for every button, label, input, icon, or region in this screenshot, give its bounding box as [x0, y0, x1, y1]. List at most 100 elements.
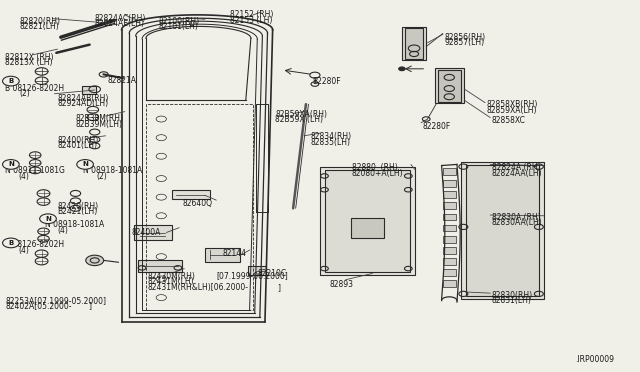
Text: 82280F: 82280F: [422, 122, 451, 131]
Text: 82B39M(LH): 82B39M(LH): [76, 120, 122, 129]
Text: .IRP00009: .IRP00009: [575, 355, 614, 364]
Text: 82812X (RH): 82812X (RH): [5, 53, 54, 62]
Bar: [443, 191, 456, 198]
Bar: [172, 190, 210, 199]
Text: 82880  (RH): 82880 (RH): [352, 163, 397, 172]
Text: N 08918-1081A: N 08918-1081A: [45, 220, 104, 229]
Text: 82834(RH): 82834(RH): [310, 132, 351, 141]
Text: [07.1999-06.2000]: [07.1999-06.2000]: [216, 272, 288, 280]
Text: 82830A (RH): 82830A (RH): [492, 213, 540, 222]
Text: 82153 (LH): 82153 (LH): [230, 16, 273, 25]
Text: N 08911-1081G: N 08911-1081G: [5, 166, 65, 175]
Text: B 08126-8202H: B 08126-8202H: [5, 84, 64, 93]
Bar: [443, 236, 456, 243]
Text: 82144: 82144: [223, 249, 246, 258]
Text: (4): (4): [58, 226, 68, 235]
Bar: [461, 162, 544, 299]
Text: (4): (4): [18, 172, 29, 181]
Text: 82400A: 82400A: [131, 228, 161, 237]
Text: N: N: [45, 216, 51, 222]
Bar: [134, 225, 172, 240]
Bar: [443, 269, 456, 276]
Text: B 08126-8202H: B 08126-8202H: [5, 240, 64, 249]
Text: 82820(RH): 82820(RH): [19, 17, 60, 26]
Bar: [325, 170, 410, 272]
Circle shape: [77, 160, 93, 169]
Text: 82431M(LH): 82431M(LH): [147, 277, 194, 286]
Bar: [443, 225, 456, 231]
Bar: [443, 247, 456, 254]
Text: B2280F: B2280F: [312, 77, 341, 86]
Text: 82859XA(LH): 82859XA(LH): [486, 106, 537, 115]
Text: ]: ]: [88, 301, 92, 310]
Bar: [466, 165, 539, 296]
Bar: [351, 218, 384, 238]
Text: N 08918-1081A: N 08918-1081A: [83, 166, 143, 175]
Text: 82420(RH): 82420(RH): [58, 202, 99, 211]
Text: 82858XB(RH): 82858XB(RH): [486, 100, 538, 109]
Text: 82B38M(RH): 82B38M(RH): [76, 114, 124, 123]
Text: 82640Q: 82640Q: [182, 199, 212, 208]
Text: ]: ]: [277, 283, 280, 292]
Bar: [82, 86, 96, 94]
Circle shape: [399, 67, 405, 71]
Text: 82430M(RH): 82430M(RH): [147, 272, 195, 280]
Bar: [402, 27, 426, 60]
Bar: [435, 68, 464, 103]
Text: 82824A (RH): 82824A (RH): [492, 163, 540, 172]
Text: (2): (2): [19, 89, 30, 98]
Text: 82821(LH): 82821(LH): [19, 22, 59, 31]
Text: B2421(LH): B2421(LH): [58, 207, 98, 216]
Bar: [138, 260, 182, 272]
Bar: [248, 266, 266, 275]
Bar: [443, 168, 456, 175]
Text: 82210C: 82210C: [257, 269, 287, 278]
Text: 82835(LH): 82835(LH): [310, 138, 351, 147]
Text: 82152 (RH): 82152 (RH): [230, 10, 274, 19]
Text: B: B: [8, 78, 13, 84]
Bar: [405, 28, 423, 59]
Text: 82100(RH): 82100(RH): [159, 17, 200, 26]
Text: 82431M(RH&LH)[06.2000-: 82431M(RH&LH)[06.2000-: [147, 283, 248, 292]
Circle shape: [3, 76, 19, 86]
Text: 82253A[07.1999-05.2000]: 82253A[07.1999-05.2000]: [5, 296, 106, 305]
Bar: [443, 214, 456, 220]
Text: 82024AE(LH): 82024AE(LH): [95, 19, 145, 28]
Text: B: B: [8, 240, 13, 246]
Text: 82101(LH): 82101(LH): [159, 22, 198, 31]
Bar: [438, 70, 461, 102]
Text: 82824AC(RH): 82824AC(RH): [95, 14, 146, 23]
Text: N: N: [82, 161, 88, 167]
Text: 82400(RH): 82400(RH): [58, 136, 99, 145]
Text: 92857(LH): 92857(LH): [445, 38, 485, 47]
Bar: [443, 280, 456, 287]
Text: 82824AA(LH): 82824AA(LH): [492, 169, 542, 177]
Bar: [443, 202, 456, 209]
Bar: [443, 180, 456, 187]
Text: 82821A: 82821A: [108, 76, 136, 85]
Circle shape: [3, 160, 19, 169]
Bar: [443, 258, 456, 265]
Text: (4): (4): [18, 246, 29, 254]
Text: 82858XC: 82858XC: [492, 116, 525, 125]
Text: 82B59X (LH): 82B59X (LH): [275, 115, 323, 124]
Text: 82830(RH): 82830(RH): [492, 291, 532, 300]
Text: 82893: 82893: [330, 280, 354, 289]
Text: N: N: [8, 161, 14, 167]
Text: 82831(LH): 82831(LH): [492, 296, 531, 305]
Text: 82401(LH): 82401(LH): [58, 141, 97, 150]
Text: 82813X (LH): 82813X (LH): [5, 58, 52, 67]
Text: 82080+A(LH): 82080+A(LH): [352, 169, 404, 177]
Bar: [205, 248, 240, 262]
Text: 82824AB(RH): 82824AB(RH): [58, 94, 109, 103]
Text: 82402A[05.2000-: 82402A[05.2000-: [5, 301, 72, 310]
Text: (2): (2): [96, 172, 107, 181]
Circle shape: [3, 238, 19, 248]
Text: 82924AD(LH): 82924AD(LH): [58, 99, 109, 108]
Circle shape: [40, 214, 56, 224]
Text: 82B59XA(RH): 82B59XA(RH): [275, 110, 327, 119]
Text: 82830AA(LH): 82830AA(LH): [492, 218, 542, 227]
Bar: [320, 167, 415, 275]
Text: 82856(RH): 82856(RH): [445, 33, 486, 42]
Circle shape: [86, 255, 104, 266]
